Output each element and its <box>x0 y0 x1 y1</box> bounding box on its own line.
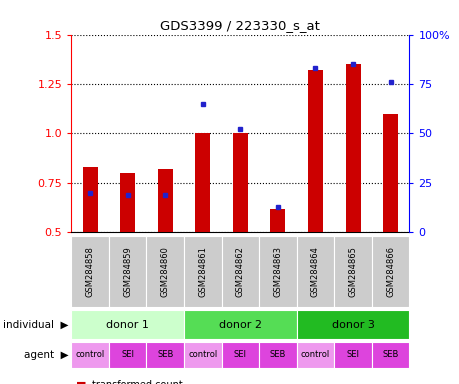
Bar <box>334 342 371 368</box>
Bar <box>371 342 409 368</box>
Text: donor 3: donor 3 <box>331 319 374 330</box>
Text: agent  ▶: agent ▶ <box>24 350 69 360</box>
Bar <box>109 236 146 307</box>
Bar <box>382 114 397 232</box>
Bar <box>83 167 97 232</box>
Bar <box>109 342 146 368</box>
Bar <box>334 236 371 307</box>
Bar <box>184 236 221 307</box>
Text: control: control <box>300 350 330 359</box>
Text: SEI: SEI <box>346 350 359 359</box>
Text: GSM284860: GSM284860 <box>160 246 169 297</box>
Bar <box>157 169 173 232</box>
Text: GSM284863: GSM284863 <box>273 246 282 297</box>
Text: control: control <box>75 350 105 359</box>
Bar <box>146 342 184 368</box>
Text: SEI: SEI <box>233 350 246 359</box>
Text: GSM284865: GSM284865 <box>348 246 357 297</box>
Bar <box>71 342 109 368</box>
Bar <box>221 236 258 307</box>
Bar <box>120 173 135 232</box>
Text: SEB: SEB <box>157 350 173 359</box>
Text: SEI: SEI <box>121 350 134 359</box>
Bar <box>232 134 247 232</box>
Bar <box>258 236 296 307</box>
Text: GSM284859: GSM284859 <box>123 246 132 297</box>
Bar <box>71 236 109 307</box>
Bar <box>296 342 334 368</box>
Bar <box>146 236 184 307</box>
Bar <box>296 236 334 307</box>
Bar <box>371 236 409 307</box>
Bar <box>184 342 221 368</box>
Text: GSM284866: GSM284866 <box>385 246 394 297</box>
Bar <box>270 209 285 232</box>
Text: GSM284858: GSM284858 <box>85 246 95 297</box>
Bar <box>308 70 322 232</box>
Text: individual  ▶: individual ▶ <box>4 319 69 330</box>
Text: donor 2: donor 2 <box>218 319 261 330</box>
Text: GSM284862: GSM284862 <box>235 246 244 297</box>
Bar <box>258 342 296 368</box>
Title: GDS3399 / 223330_s_at: GDS3399 / 223330_s_at <box>160 19 319 32</box>
Bar <box>296 310 409 339</box>
Text: SEB: SEB <box>269 350 285 359</box>
Text: transformed count: transformed count <box>92 380 182 384</box>
Bar <box>345 64 360 232</box>
Text: ■: ■ <box>76 380 86 384</box>
Text: donor 1: donor 1 <box>106 319 149 330</box>
Bar <box>71 310 184 339</box>
Bar <box>184 310 296 339</box>
Bar <box>221 342 258 368</box>
Text: GSM284861: GSM284861 <box>198 246 207 297</box>
Bar <box>195 134 210 232</box>
Text: GSM284864: GSM284864 <box>310 246 319 297</box>
Text: control: control <box>188 350 217 359</box>
Text: SEB: SEB <box>381 350 398 359</box>
